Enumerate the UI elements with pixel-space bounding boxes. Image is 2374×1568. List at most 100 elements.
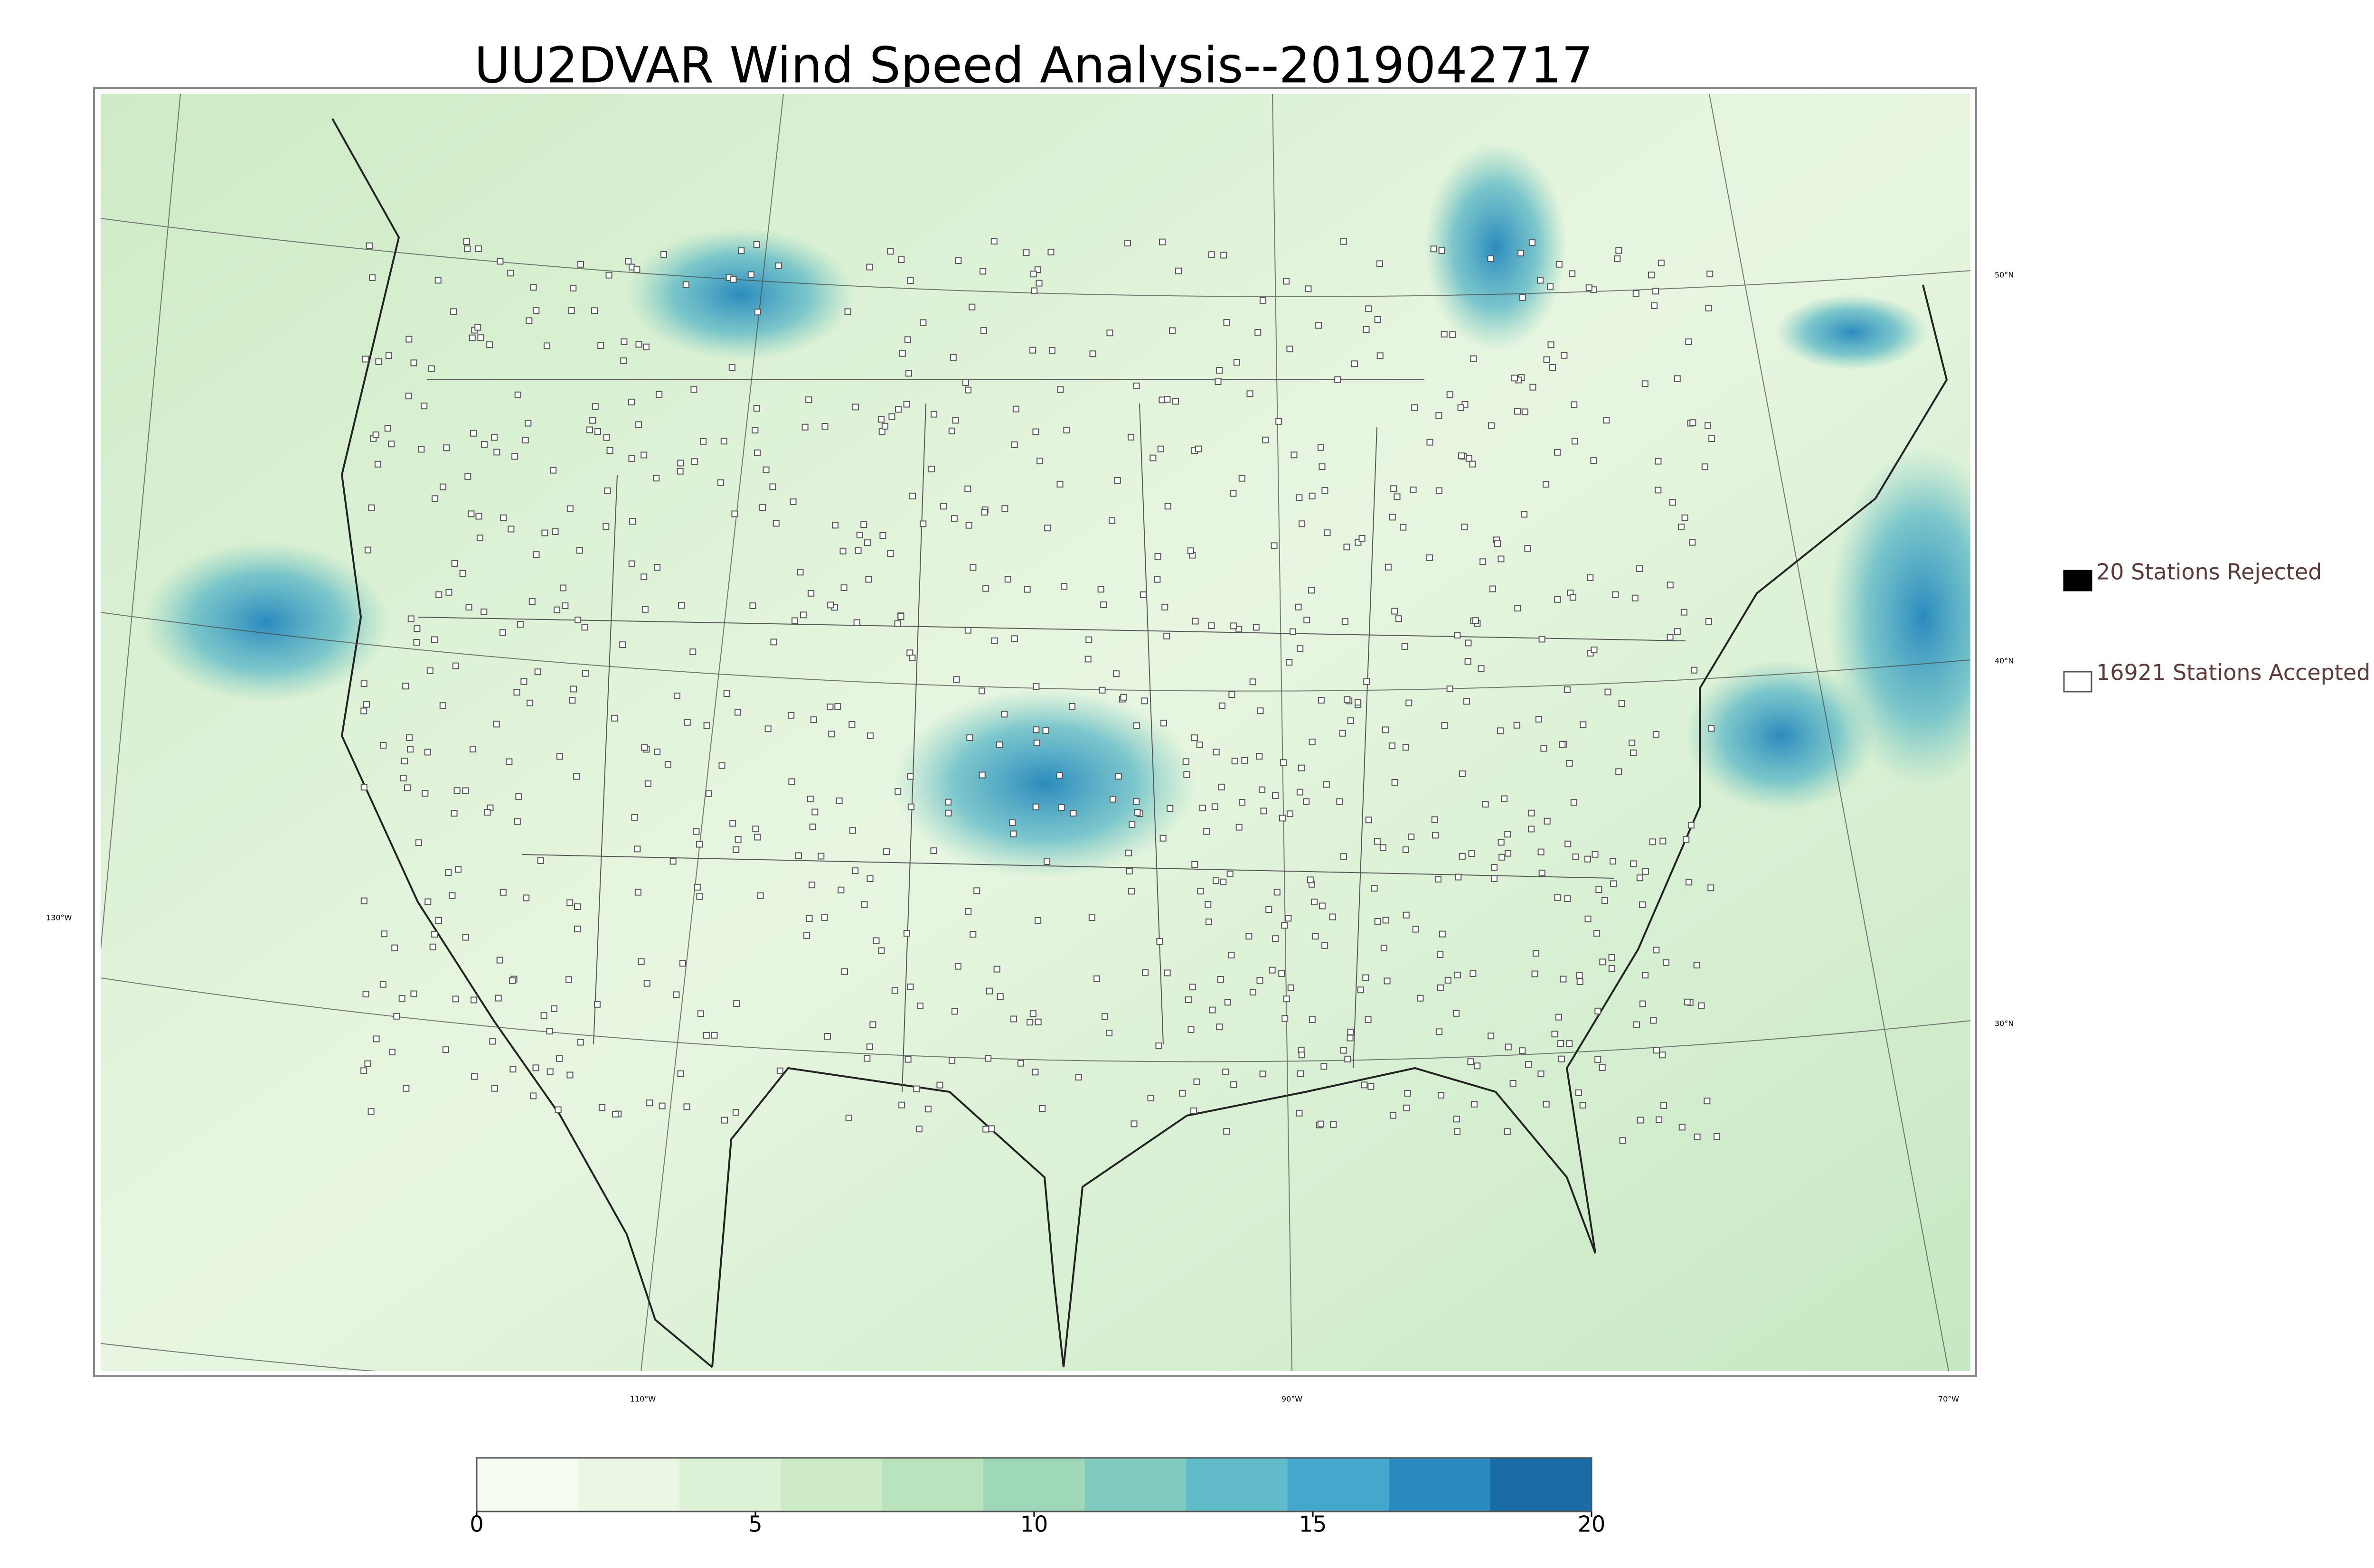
station xyxy=(1452,1010,1460,1017)
station xyxy=(788,778,795,785)
station xyxy=(360,707,367,714)
station xyxy=(865,576,872,583)
station xyxy=(445,869,452,876)
colorbar-band xyxy=(578,1458,680,1512)
station xyxy=(894,620,901,627)
station xyxy=(811,808,819,816)
station xyxy=(1023,249,1030,256)
station xyxy=(1411,404,1418,411)
station xyxy=(1650,1017,1657,1024)
station xyxy=(528,598,536,605)
station xyxy=(1305,285,1312,292)
station xyxy=(385,352,392,359)
station xyxy=(1402,744,1409,751)
station xyxy=(1488,1033,1495,1040)
station xyxy=(952,417,959,424)
station xyxy=(1559,741,1566,748)
station xyxy=(451,810,458,817)
colorbar-band xyxy=(1287,1458,1390,1512)
station xyxy=(379,981,386,988)
station xyxy=(1543,356,1550,363)
station xyxy=(718,762,725,769)
station xyxy=(1639,901,1646,908)
station xyxy=(1223,319,1230,326)
station xyxy=(801,423,809,431)
station xyxy=(1649,838,1656,845)
station xyxy=(643,980,650,987)
station xyxy=(1256,753,1263,760)
station xyxy=(1618,700,1625,707)
station xyxy=(1633,1021,1640,1028)
station xyxy=(486,341,493,348)
station xyxy=(1487,255,1494,262)
station xyxy=(496,957,503,964)
station xyxy=(879,532,886,539)
station xyxy=(659,1102,666,1109)
station xyxy=(1540,745,1547,752)
station xyxy=(1636,565,1643,572)
station xyxy=(1285,915,1292,922)
station xyxy=(1519,294,1526,301)
station xyxy=(824,1033,831,1040)
station xyxy=(1490,864,1498,871)
station xyxy=(1216,1023,1223,1031)
station xyxy=(495,995,502,1002)
station xyxy=(711,1032,718,1039)
station xyxy=(1454,971,1461,978)
station xyxy=(1558,1055,1565,1062)
station xyxy=(1669,499,1676,506)
station xyxy=(915,1126,923,1133)
station xyxy=(1504,1128,1511,1135)
station xyxy=(1296,789,1303,796)
station xyxy=(1632,290,1639,297)
station xyxy=(1580,721,1587,728)
station xyxy=(1287,984,1294,991)
station xyxy=(1468,850,1475,857)
station xyxy=(1215,378,1222,385)
station xyxy=(407,615,415,622)
station xyxy=(897,613,904,620)
station xyxy=(1309,492,1316,499)
station xyxy=(1217,976,1224,983)
station xyxy=(1566,1040,1573,1047)
station xyxy=(1461,524,1468,531)
station xyxy=(1570,799,1577,806)
wind-blob xyxy=(142,541,389,703)
station xyxy=(776,1067,783,1074)
station xyxy=(1246,390,1253,397)
station xyxy=(1058,804,1065,811)
station xyxy=(1324,529,1331,536)
station xyxy=(1705,618,1712,625)
station xyxy=(565,976,573,983)
colorbar: 0 5 10 15 20 xyxy=(470,1457,1605,1537)
station xyxy=(754,834,761,841)
station xyxy=(1106,329,1113,337)
station xyxy=(950,354,957,361)
station xyxy=(1380,944,1387,951)
station xyxy=(1323,781,1330,788)
station xyxy=(697,1010,704,1017)
station xyxy=(1555,1014,1562,1021)
station xyxy=(1636,874,1643,882)
station xyxy=(973,887,980,894)
station xyxy=(1459,770,1466,778)
station xyxy=(1133,798,1140,805)
station xyxy=(401,758,408,765)
station xyxy=(808,590,815,597)
station xyxy=(838,886,845,893)
station xyxy=(1667,582,1674,589)
station xyxy=(1231,758,1238,765)
station xyxy=(526,317,533,324)
station xyxy=(990,238,998,245)
station xyxy=(788,712,795,719)
station xyxy=(1674,628,1681,635)
station xyxy=(996,741,1003,748)
station xyxy=(1169,327,1176,334)
station xyxy=(797,569,804,576)
station xyxy=(381,930,388,938)
station xyxy=(834,703,841,710)
station xyxy=(1549,364,1556,371)
station xyxy=(1155,1042,1162,1050)
station xyxy=(464,245,471,253)
